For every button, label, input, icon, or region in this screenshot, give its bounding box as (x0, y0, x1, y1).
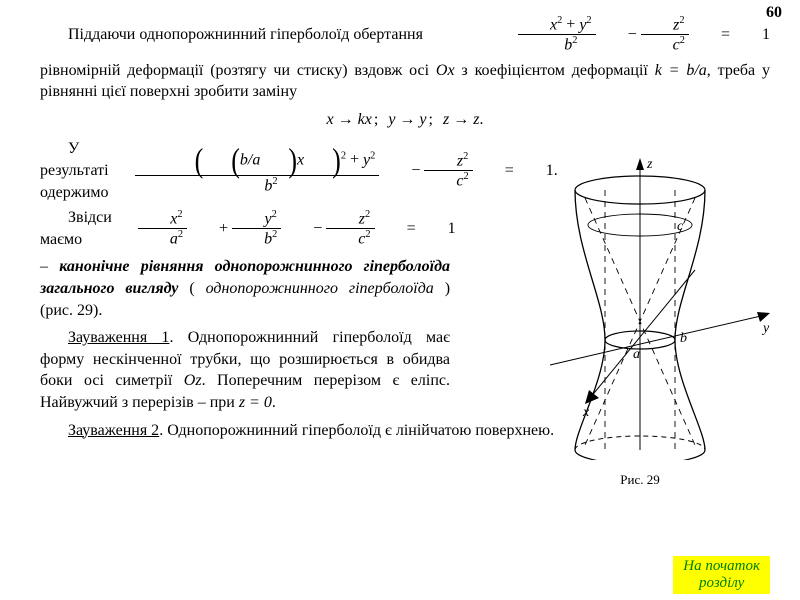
eq-result: ((b/a)x)2+y2 b2 − z2c2 =1. (135, 148, 558, 194)
hyperboloid-svg: z y x c b (505, 150, 775, 460)
figure-caption: Рис. 29 (500, 471, 780, 489)
para-intro-text: Піддаючи однопорожнинний гіперболоїд обе… (40, 24, 423, 46)
axis-z-label: z (646, 157, 653, 172)
para-deformation: рівномірній деформації (розтягу чи стиск… (40, 60, 770, 103)
svg-text:c: c (677, 219, 684, 234)
eq-substitution: x→kx; y→y; z→z. (40, 109, 770, 131)
back-to-section-label: На початок (683, 558, 760, 574)
svg-text:b: b (680, 331, 687, 346)
row-result: У результаті одержимо ((b/a)x)2+y2 b2 − … (40, 138, 450, 203)
para-remark1: Зауваження 1. Однопорожнинний гіперболої… (40, 327, 450, 413)
page-number: 60 (766, 2, 782, 24)
text-hence: Звідси маємо (40, 207, 112, 250)
svg-text:a: a (633, 347, 640, 362)
eq-rotation-hyperboloid: x2+y2b2 − z2c2 =1 (518, 16, 770, 54)
row-hence: Звідси маємо x2a2 + y2b2 − z2c2 =1 (40, 207, 450, 250)
back-to-section-label-2: розділу (699, 575, 744, 591)
para-intro-row: Піддаючи однопорожнинний гіперболоїд обе… (40, 16, 770, 54)
para-canonical: – канонічне рівняння однопорожнинного гі… (40, 256, 450, 321)
eq-canonical: x2a2 + y2b2 − z2c2 =1 (138, 210, 456, 248)
back-to-section-button[interactable]: На початок розділу (673, 556, 770, 595)
figure-hyperboloid: z y x c b (500, 150, 780, 488)
text-result: У результаті одержимо (40, 138, 109, 203)
svg-text:y: y (761, 321, 770, 336)
